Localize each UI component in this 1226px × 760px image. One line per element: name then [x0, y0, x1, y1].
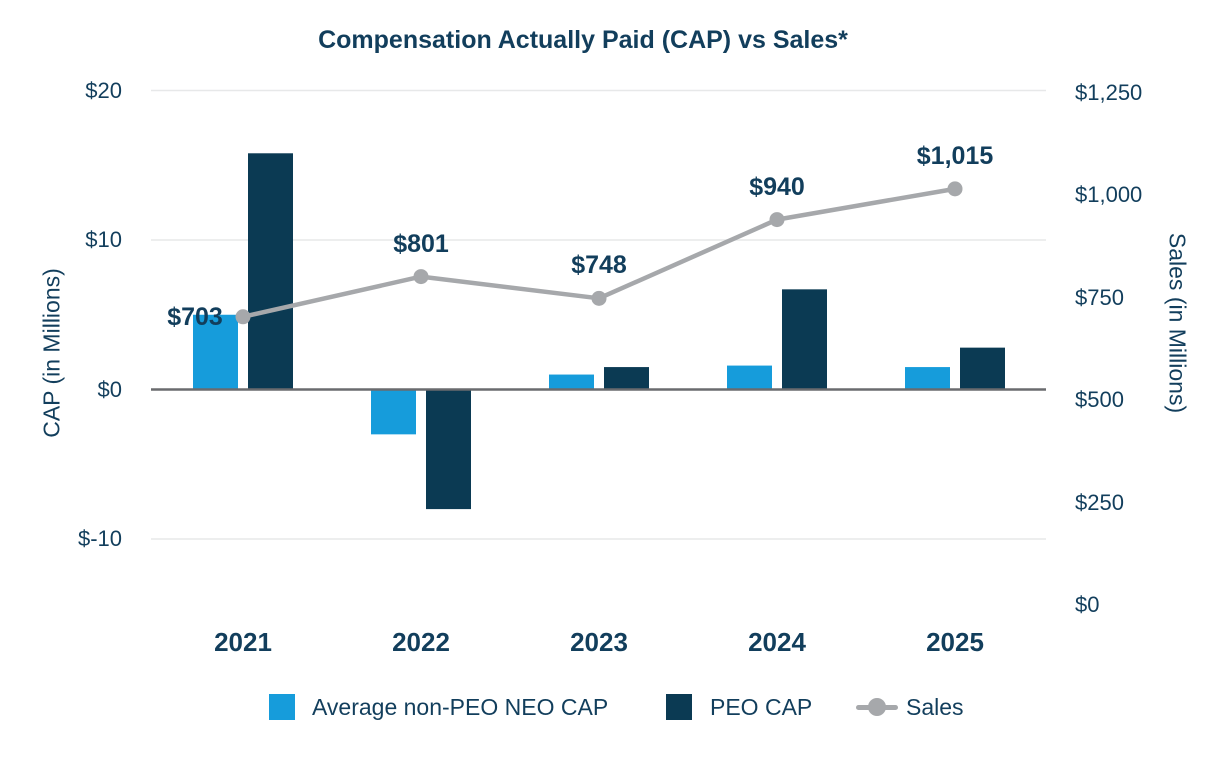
bar-peo-cap-2023 [604, 367, 649, 390]
sales-point-2021 [235, 309, 251, 325]
bar-non-peo-cap-2024 [727, 365, 772, 390]
bar-non-peo-cap-2021 [193, 314, 238, 390]
sales-axis-tick-0: $0 [1075, 592, 1100, 617]
bar-peo-cap-2021 [248, 153, 293, 390]
sales-value-label-2022: $801 [393, 229, 449, 258]
sales-value-label-2025: $1,015 [916, 141, 994, 170]
cap-axis-tick-10: $10 [85, 227, 122, 252]
bar-non-peo-cap-2025 [905, 367, 950, 390]
sales-axis-tick-500: $500 [1075, 387, 1124, 412]
sales-point-2023 [591, 290, 607, 306]
sales-point-2022 [413, 269, 429, 285]
bar-peo-cap-2024 [782, 289, 827, 390]
sales-value-label-2023: $748 [571, 251, 627, 280]
sales-point-2024 [769, 212, 785, 228]
bar-non-peo-cap-2023 [549, 374, 594, 390]
x-axis-label-2021: 2021 [214, 627, 272, 657]
sales-point-2025 [947, 181, 963, 197]
chart-title: Compensation Actually Paid (CAP) vs Sale… [318, 26, 848, 54]
x-axis-label-2025: 2025 [926, 627, 984, 657]
x-axis-label-2024: 2024 [748, 627, 806, 657]
sales-value-label-2024: $940 [749, 172, 805, 201]
sales-axis-tick-750: $750 [1075, 284, 1124, 310]
x-axis-label-2022: 2022 [392, 627, 450, 657]
x-axis-label-2023: 2023 [570, 627, 628, 657]
sales-value-label-2021: $703 [167, 302, 223, 331]
sales-axis-tick-1250: $1,250 [1075, 79, 1143, 105]
sales-axis-tick-1000: $1,000 [1075, 182, 1143, 207]
cap-axis-tick-0: $0 [97, 376, 122, 402]
cap-axis-tick--10: $-10 [77, 526, 122, 551]
bar-peo-cap-2025 [960, 347, 1005, 390]
sales-axis-tick-250: $250 [1075, 489, 1124, 515]
bar-peo-cap-2022 [426, 389, 471, 510]
bar-non-peo-cap-2022 [371, 389, 416, 435]
cap-axis-tick-20: $20 [85, 77, 122, 103]
